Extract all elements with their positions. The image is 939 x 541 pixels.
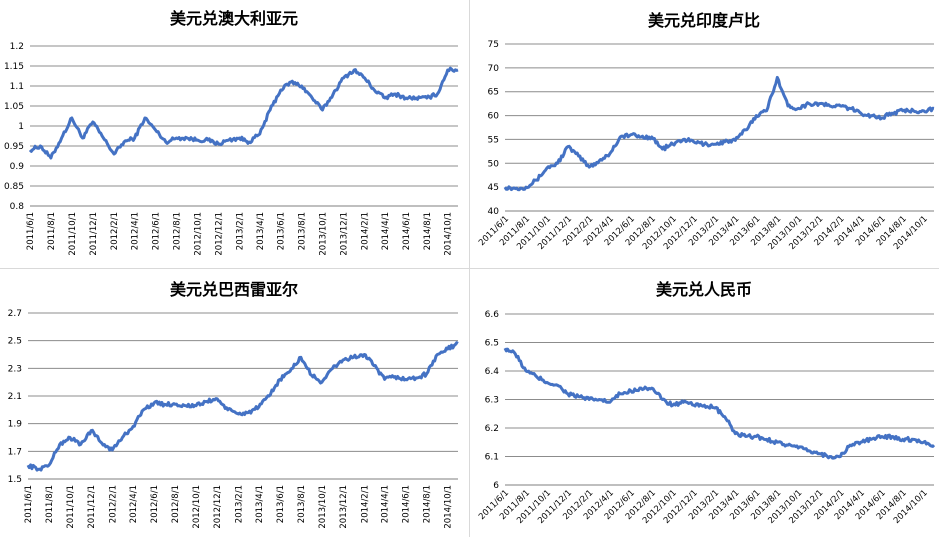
chart-brl: 美元兑巴西雷亚尔 1.5 1.7 1.9 2.1 2.3 2.5 2.7 2011/6/1 201… bbox=[0, 269, 469, 537]
series-line-aud bbox=[30, 68, 458, 158]
x-tick-label: 2014/10/1 bbox=[444, 212, 454, 256]
x-tick-label: 2012/12/1 bbox=[213, 485, 223, 529]
y-tick-label: 1.2 bbox=[10, 42, 24, 52]
x-tick-label: 2014/8/1 bbox=[423, 485, 433, 523]
x-tick-label: 2012/12/1 bbox=[214, 212, 224, 256]
x-tick-label: 2012/4/1 bbox=[131, 212, 141, 250]
y-tick-label: 2.5 bbox=[8, 337, 22, 347]
series-line-cny bbox=[505, 348, 934, 458]
x-tick-label: 2013/2/1 bbox=[236, 212, 246, 250]
x-tick-label: 2013/12/1 bbox=[339, 212, 349, 256]
y-tick-label: 70 bbox=[488, 64, 500, 74]
x-tick-label: 2012/8/1 bbox=[171, 485, 181, 523]
x-tick-label: 2012/2/1 bbox=[108, 485, 118, 523]
series-line-inr bbox=[505, 77, 934, 189]
x-tick-label: 2013/12/1 bbox=[339, 485, 349, 529]
x-tick-label: 2013/8/1 bbox=[298, 212, 308, 250]
y-tick-label: 2.1 bbox=[8, 392, 22, 402]
y-tick-label: 55 bbox=[488, 135, 499, 145]
y-tick-label: 6.1 bbox=[485, 453, 499, 463]
y-tick-label: 1 bbox=[18, 122, 24, 132]
x-tick-label: 2012/6/1 bbox=[152, 212, 162, 250]
y-tick-label: 0.95 bbox=[4, 142, 24, 152]
x-tick-label: 2011/8/1 bbox=[47, 212, 57, 250]
x-tick-label: 2012/2/1 bbox=[110, 212, 120, 250]
x-tick-label: 2014/6/1 bbox=[402, 485, 412, 523]
x-tick-label: 2014/10/1 bbox=[444, 485, 454, 529]
y-tick-label: 0.8 bbox=[10, 202, 25, 212]
y-tick-label: 6.4 bbox=[485, 367, 500, 377]
x-tick-label: 2013/4/1 bbox=[255, 485, 265, 523]
chart-title-cny: 美元兑人民币 bbox=[656, 280, 752, 299]
chart-title-inr: 美元兑印度卢比 bbox=[648, 11, 760, 30]
x-tick-label: 2011/6/1 bbox=[26, 212, 36, 250]
x-tick-label: 2011/10/1 bbox=[68, 212, 78, 256]
y-tick-label: 6.3 bbox=[485, 396, 499, 406]
x-tick-label: 2011/12/1 bbox=[89, 212, 99, 256]
chart-title-aud: 美元兑澳大利亚元 bbox=[170, 9, 298, 28]
x-tick-label: 2013/10/1 bbox=[319, 212, 329, 256]
y-tick-label: 0.85 bbox=[4, 182, 24, 192]
y-tick-label: 6 bbox=[493, 481, 499, 491]
x-tick-label: 2013/10/1 bbox=[318, 485, 328, 529]
y-tick-label: 65 bbox=[488, 88, 499, 98]
y-tick-label: 2.3 bbox=[8, 364, 22, 374]
x-tick-label: 2014/2/1 bbox=[361, 212, 371, 250]
chart-panel-brl: 美元兑巴西雷亚尔 1.5 1.7 1.9 2.1 2.3 2.5 2.7 2011/6/1 201… bbox=[0, 269, 469, 537]
x-tick-label: 2012/10/1 bbox=[192, 485, 202, 529]
x-tick-label: 2013/4/1 bbox=[256, 212, 266, 250]
x-tick-label: 2013/2/1 bbox=[235, 485, 245, 523]
y-tick-label: 40 bbox=[488, 207, 500, 217]
y-tick-label: 6.2 bbox=[485, 424, 499, 434]
x-tick-label: 2014/8/1 bbox=[423, 212, 433, 250]
y-tick-label: 2.7 bbox=[8, 309, 22, 319]
y-tick-label: 60 bbox=[488, 112, 500, 122]
x-tick-label: 2013/6/1 bbox=[277, 212, 287, 250]
x-tick-label: 2011/12/1 bbox=[87, 485, 97, 529]
y-tick-label: 1.9 bbox=[8, 420, 23, 430]
x-tick-label: 2012/6/1 bbox=[150, 485, 160, 523]
chart-panel-aud: 美元兑澳大利亚元 0.8 0.85 0.9 0.95 1 1.05 1.1 1.15 1.2 201… bbox=[0, 0, 469, 268]
y-tick-label: 75 bbox=[488, 40, 499, 50]
y-tick-label: 1.5 bbox=[8, 475, 22, 485]
chart-cny: 美元兑人民币66.16.26.36.46.56.62011/6/12011/8/… bbox=[470, 269, 939, 537]
y-tick-label: 1.1 bbox=[10, 82, 24, 92]
y-tick-label: 6.6 bbox=[485, 310, 500, 320]
x-tick-label: 2013/8/1 bbox=[297, 485, 307, 523]
x-tick-label: 2014/4/1 bbox=[381, 485, 391, 523]
chart-inr: 美元兑印度卢比40455055606570752011/6/12011/8/12… bbox=[470, 0, 939, 268]
x-tick-label: 2011/6/1 bbox=[24, 485, 34, 523]
y-tick-label: 50 bbox=[488, 159, 500, 169]
x-tick-label: 2013/6/1 bbox=[276, 485, 286, 523]
chart-title-brl: 美元兑巴西雷亚尔 bbox=[170, 280, 298, 299]
y-tick-label: 1.05 bbox=[4, 102, 24, 112]
y-tick-label: 45 bbox=[488, 183, 499, 193]
x-tick-label: 2014/6/1 bbox=[402, 212, 412, 250]
x-tick-label: 2012/10/1 bbox=[193, 212, 203, 256]
y-tick-label: 1.15 bbox=[4, 62, 24, 72]
x-tick-label: 2014/2/1 bbox=[360, 485, 370, 523]
x-tick-label: 2012/8/1 bbox=[172, 212, 182, 250]
y-tick-label: 1.7 bbox=[8, 447, 22, 457]
chart-aud: 美元兑澳大利亚元 0.8 0.85 0.9 0.95 1 1.05 1.1 1.15 1.2 201… bbox=[0, 0, 469, 268]
y-tick-label: 6.5 bbox=[485, 339, 499, 349]
x-tick-label: 2011/8/1 bbox=[45, 485, 55, 523]
y-tick-label: 0.9 bbox=[10, 162, 25, 172]
x-tick-label: 2011/10/1 bbox=[66, 485, 76, 529]
x-tick-label: 2012/4/1 bbox=[129, 485, 139, 523]
x-tick-label: 2014/4/1 bbox=[381, 212, 391, 250]
